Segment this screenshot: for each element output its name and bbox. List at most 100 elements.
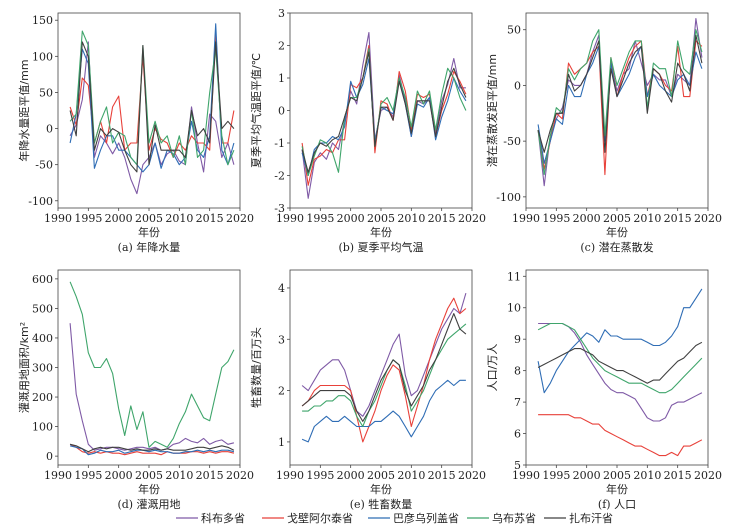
pet-y-tick-label: 50 — [507, 24, 521, 37]
temp-y-tick-label: -2 — [274, 170, 285, 183]
pet-y-axis-label: 潜在蒸散发距平值/mm — [485, 54, 499, 167]
irrigation-series-zavkhan — [69, 443, 235, 453]
irrigation-y-tick-label: 500 — [32, 302, 53, 315]
irrigation-series-bayan-olgii — [69, 445, 235, 456]
precip-series-kobdo — [69, 41, 235, 195]
population-caption: (f) 人口 — [598, 498, 636, 511]
temp-x-tick-label: 1990 — [276, 212, 304, 225]
livestock-x-tick-label: 2000 — [337, 469, 365, 482]
legend-label-govi-altai: 戈壁阿尔泰省 — [287, 511, 353, 525]
livestock-x-tick-label: 2005 — [367, 469, 395, 482]
precip-y-tick-label: -50 — [35, 159, 53, 172]
livestock-x-tick-label: 1990 — [276, 469, 304, 482]
livestock-series-kobdo — [301, 292, 467, 417]
population-plot-frame — [525, 269, 709, 466]
temp-y-tick-label: -1 — [274, 137, 285, 150]
temp-y-tick-label: -3 — [274, 202, 285, 215]
population-x-tick-label: 2000 — [573, 469, 601, 482]
temp-series-kobdo — [301, 31, 466, 199]
population-series-bayan-olgii — [537, 288, 703, 394]
pet-series-bayan-olgii — [537, 45, 703, 164]
temp-y-tick-label: 0 — [278, 105, 285, 118]
livestock-series-uvs — [302, 323, 467, 428]
livestock-caption: (e) 牲畜数量 — [350, 497, 413, 511]
irrigation-x-axis-label: 年份 — [138, 482, 160, 496]
pet-y-tick-label: -50 — [503, 135, 521, 148]
pet-plot-frame — [525, 12, 709, 209]
irrigation-y-tick-label: 200 — [32, 391, 53, 404]
population-series-zavkhan — [537, 341, 703, 384]
temp-x-tick-label: 2020 — [458, 212, 486, 225]
population-y-tick-label: 8 — [514, 365, 521, 378]
population-y-tick-label: 6 — [514, 428, 521, 441]
irrigation-plot-frame — [57, 269, 241, 466]
temp-x-tick-label: 2010 — [397, 212, 425, 225]
population-x-tick-label: 2005 — [603, 469, 631, 482]
irrigation-x-tick-label: 1995 — [74, 469, 102, 482]
population-y-tick-label: 7 — [514, 396, 521, 409]
pet-x-tick-label: 2015 — [664, 212, 692, 225]
population-y-tick-label: 10 — [507, 302, 521, 315]
pet-x-axis-label: 年份 — [606, 225, 628, 239]
population-y-tick-label: 5 — [514, 459, 521, 472]
pet-series-zavkhan — [537, 34, 703, 153]
livestock-y-tick-label: 4 — [278, 282, 285, 295]
precip-caption: (a) 年降水量 — [118, 240, 181, 254]
precip-y-axis-label: 年降水量距平值/mm — [17, 59, 31, 161]
pet-x-tick-label: 1990 — [512, 212, 540, 225]
pet-x-tick-label: 2005 — [603, 212, 631, 225]
livestock-series-zavkhan — [301, 313, 467, 422]
population-series-uvs — [537, 322, 703, 394]
population-y-axis-label: 人口/万人 — [486, 344, 499, 392]
precip-y-tick-label: 0 — [46, 123, 53, 136]
chart-temp: 1990 1995 2000 2005 2010 2015 2020 -3 -2 -1 0 1 2 3 年份… — [249, 7, 486, 254]
population-x-tick-label: 2015 — [664, 469, 692, 482]
precip-y-tick-label: 150 — [32, 14, 53, 27]
irrigation-y-axis-label: 灌溉用地面积/km² — [18, 322, 31, 413]
chart-precip: 1990 1995 2000 2005 2010 2015 2020 -100 -50 0 50 10… — [17, 12, 254, 254]
temp-x-axis-label: 年份 — [370, 225, 392, 239]
precip-plot-frame — [57, 12, 241, 209]
population-x-tick-label: 2010 — [633, 469, 661, 482]
precip-x-tick-label: 2000 — [105, 212, 133, 225]
population-x-tick-label: 1990 — [512, 469, 540, 482]
livestock-y-tick-label: 2 — [278, 385, 285, 398]
pet-x-tick-label: 1995 — [542, 212, 570, 225]
pet-x-tick-label: 2000 — [573, 212, 601, 225]
legend-label-uvs: 乌布苏省 — [492, 511, 536, 525]
population-x-axis-label: 年份 — [606, 482, 628, 496]
legend-label-zavkhan: 扎布汗省 — [569, 511, 613, 525]
irrigation-y-tick-label: 600 — [32, 273, 53, 286]
irrigation-y-tick-label: 0 — [46, 450, 53, 463]
legend: 科布多省 戈壁阿尔泰省 巴彦乌列盖省 乌布苏省 扎布汗省 — [176, 511, 613, 525]
precip-x-tick-label: 2010 — [165, 212, 193, 225]
population-x-tick-label: 1995 — [542, 469, 570, 482]
livestock-plot-frame — [289, 269, 473, 466]
temp-series-bayan-olgii — [301, 57, 467, 177]
temp-y-tick-label: 2 — [278, 40, 285, 53]
pet-x-tick-label: 2010 — [633, 212, 661, 225]
irrigation-x-tick-label: 2005 — [135, 469, 163, 482]
temp-x-tick-label: 2005 — [367, 212, 395, 225]
irrigation-y-tick-label: 100 — [32, 421, 53, 434]
precip-series-uvs — [69, 30, 235, 166]
precip-series-zavkhan — [69, 41, 235, 173]
chart-pet: 1990 1995 2000 2005 2010 2015 2020 -100 -50 0 50 年份… — [485, 12, 722, 254]
legend-label-kobdo: 科布多省 — [201, 511, 245, 525]
livestock-y-tick-label: 1 — [278, 436, 285, 449]
irrigation-series-govi-altai — [69, 443, 235, 456]
irrigation-x-tick-label: 2020 — [226, 469, 254, 482]
precip-x-tick-label: 2015 — [196, 212, 224, 225]
chart-livestock: 1990 1995 2000 2005 2010 2015 2020 1 2 3 4 年份 牲畜数量/百… — [249, 269, 486, 511]
irrigation-x-tick-label: 2015 — [196, 469, 224, 482]
temp-series-uvs — [301, 48, 467, 177]
precip-y-tick-label: 100 — [32, 50, 53, 63]
precip-x-axis-label: 年份 — [138, 225, 160, 239]
population-series-govi-altai — [538, 414, 703, 457]
temp-x-tick-label: 2015 — [428, 212, 456, 225]
livestock-x-axis-label: 年份 — [370, 482, 392, 496]
pet-y-tick-label: 0 — [514, 79, 521, 92]
precip-y-tick-label: -100 — [28, 195, 53, 208]
temp-series-zavkhan — [301, 51, 467, 173]
precip-y-tick-label: 50 — [39, 86, 53, 99]
